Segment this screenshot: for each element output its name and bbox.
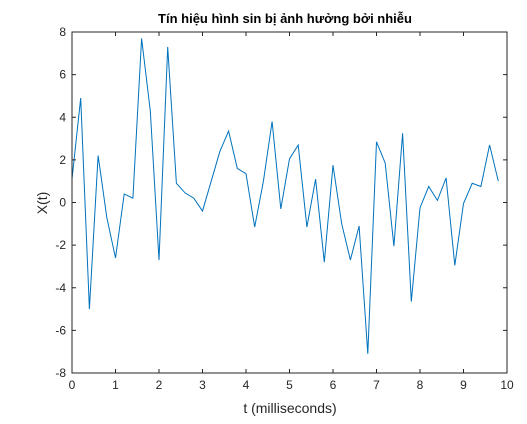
series-layer bbox=[71, 38, 499, 354]
y-tick-label: -8 bbox=[55, 366, 66, 380]
x-tick-label: 2 bbox=[156, 378, 163, 392]
x-tick-label: 1 bbox=[112, 378, 119, 392]
y-tick-label: -2 bbox=[55, 238, 66, 252]
series-line-0 bbox=[71, 38, 499, 354]
x-tick-label: 8 bbox=[417, 378, 424, 392]
y-tick-label: -6 bbox=[55, 323, 66, 337]
x-tick-label: 9 bbox=[460, 378, 467, 392]
chart-title: Tín hiệu hình sin bị ảnh hưởng bởi nhiễu bbox=[158, 11, 412, 26]
y-tick-label: 0 bbox=[59, 196, 66, 210]
ticks-layer: 0 1 2 3 4 5 6 7 8 9 10 -8 -6 -4 -2 0 2 4 6 8 bbox=[55, 25, 514, 392]
x-tick-label: 5 bbox=[286, 378, 293, 392]
axes-background bbox=[72, 32, 507, 373]
y-tick-label: -4 bbox=[55, 281, 66, 295]
y-tick-label: 6 bbox=[59, 68, 66, 82]
x-axis-label: t (milliseconds) bbox=[243, 400, 336, 416]
x-tick-label: 7 bbox=[373, 378, 380, 392]
plot-area bbox=[72, 32, 507, 373]
x-tick-label: 0 bbox=[69, 378, 76, 392]
x-tick-label: 10 bbox=[500, 378, 514, 392]
y-axis-label: X(t) bbox=[34, 192, 50, 215]
y-tick-label: 8 bbox=[59, 25, 66, 39]
x-tick-label: 6 bbox=[330, 378, 337, 392]
y-tick-label: 2 bbox=[59, 153, 66, 167]
x-tick-label: 4 bbox=[243, 378, 250, 392]
y-tick-label: 4 bbox=[59, 110, 66, 124]
x-tick-label: 3 bbox=[199, 378, 206, 392]
